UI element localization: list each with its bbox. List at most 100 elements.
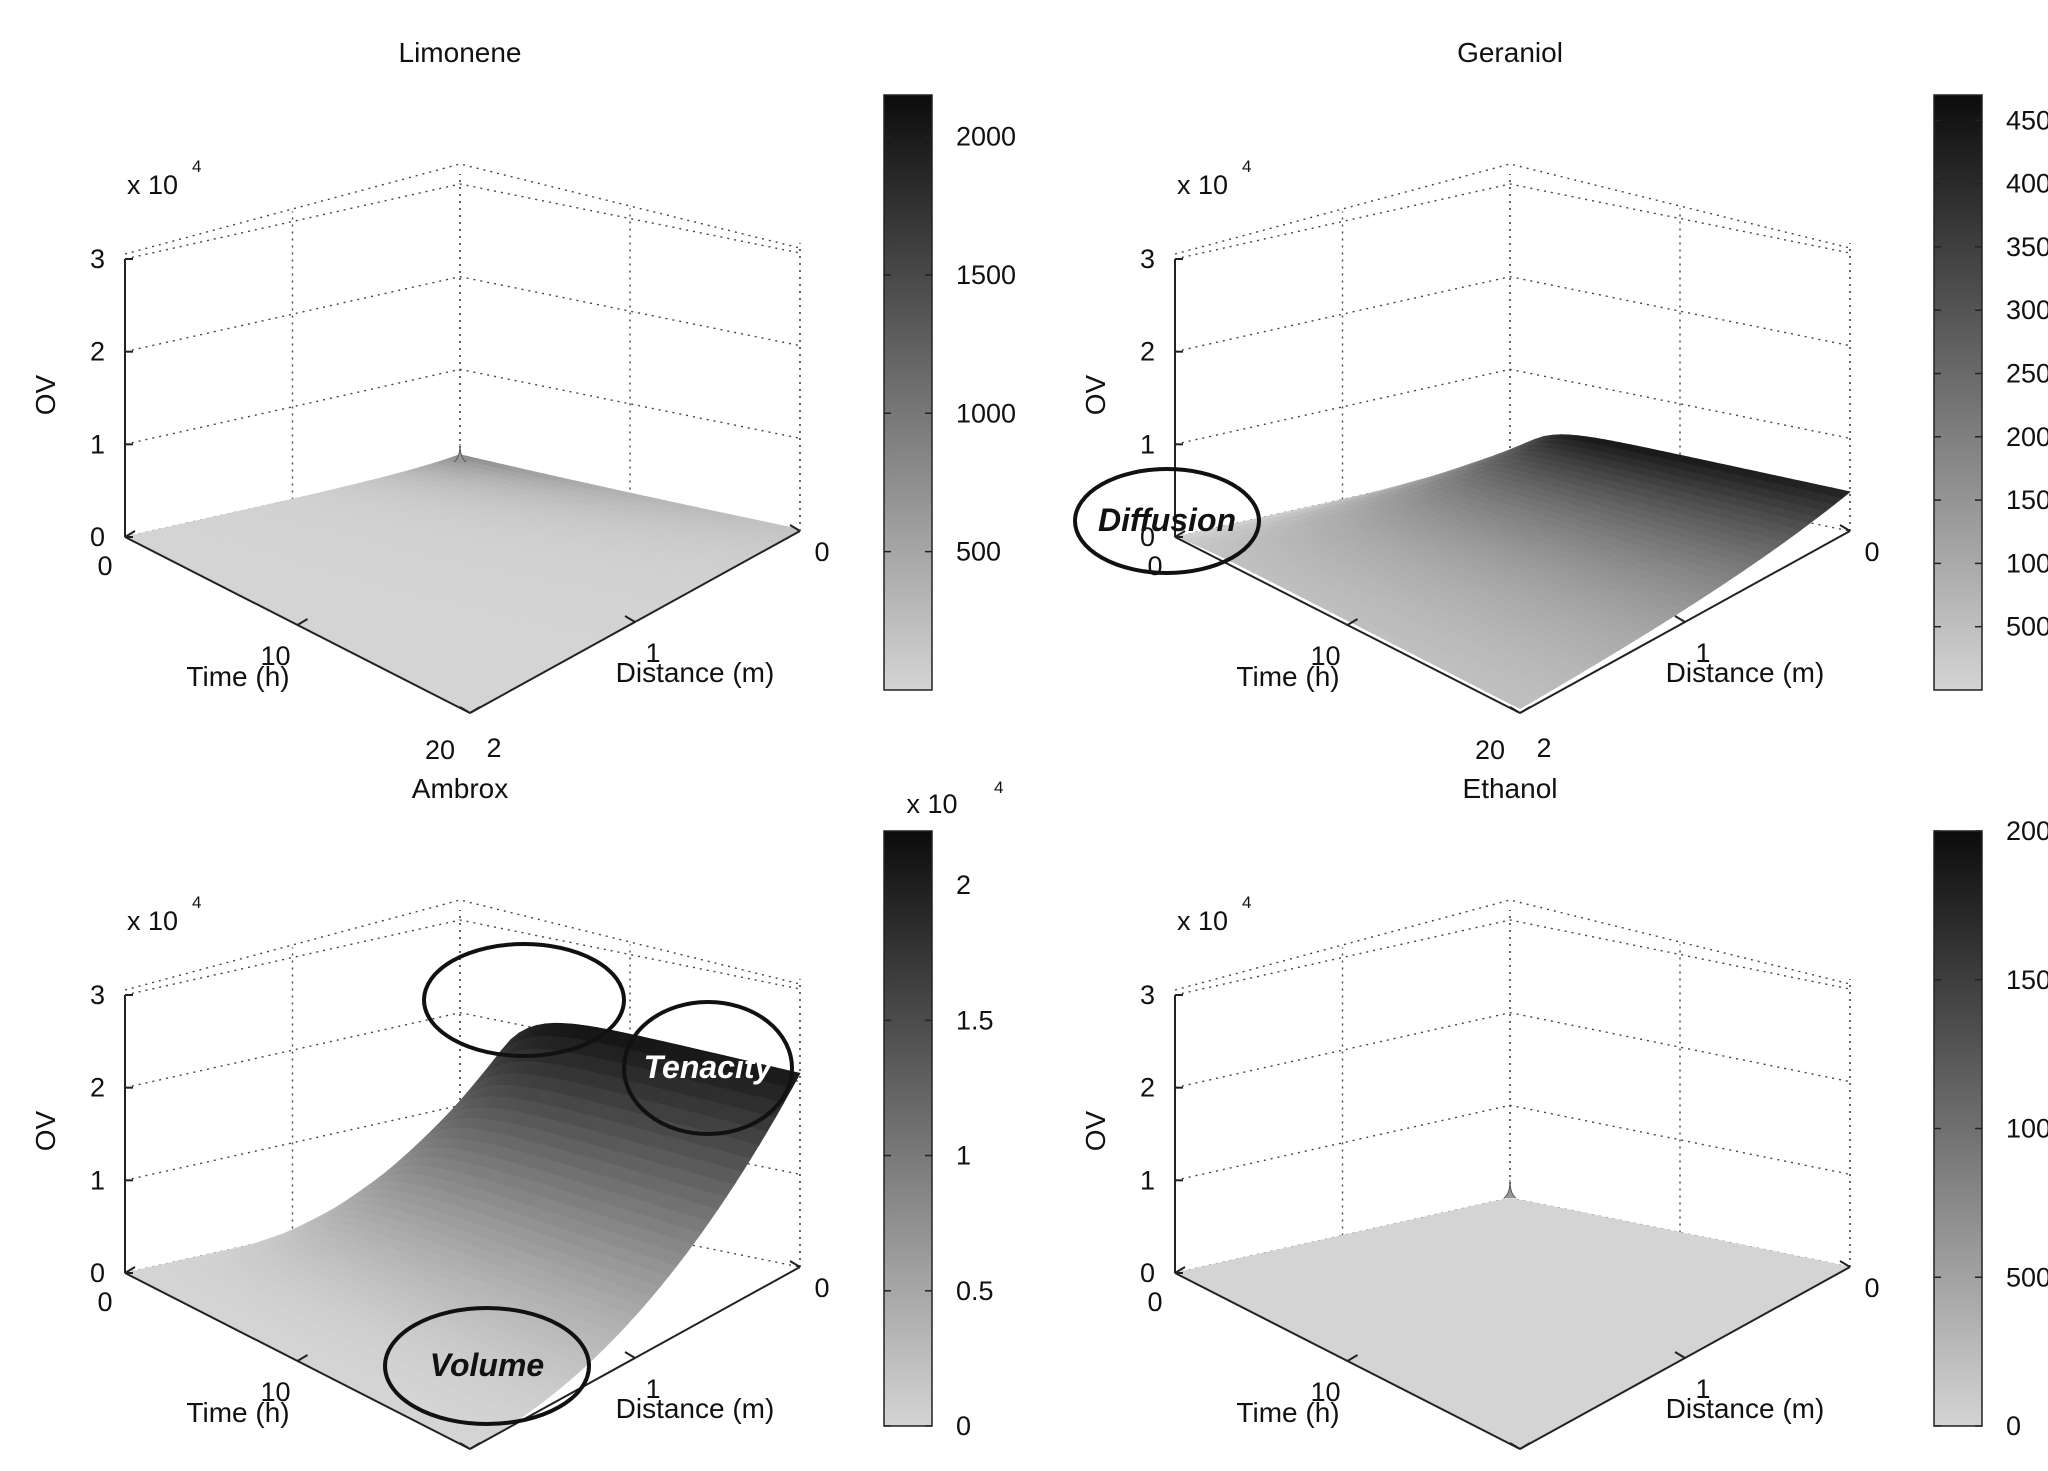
box-top-edge [124, 899, 801, 991]
time-axis-label: Time (h) [1236, 661, 1339, 692]
distance-tick-label: 2 [486, 1469, 501, 1471]
time-tick [469, 706, 481, 714]
colorbar-tick-label: 4000 [2006, 169, 2048, 199]
colorbar [883, 94, 933, 691]
distance-tick [624, 615, 636, 623]
distance-axis-label: Distance (m) [616, 1393, 775, 1424]
gridline-z [124, 275, 801, 353]
distance-tick [459, 1442, 471, 1450]
colorbar-tick-label: 3000 [2006, 295, 2048, 325]
colorbar-tick-label: 2500 [2006, 359, 2048, 389]
colorbar-exponent: 4 [994, 778, 1003, 797]
distance-tick-label: 2 [1536, 733, 1551, 763]
surface-patch [1510, 699, 1530, 710]
annotation-tenacity: Tenacity [622, 1000, 794, 1136]
distance-tick-label: 1 [1695, 638, 1710, 668]
z-multiplier: x 10 [127, 906, 178, 936]
z-tick-label: 0 [90, 522, 105, 552]
z-tick-label: 1 [90, 429, 105, 459]
colorbar-tick-label: 1000 [2006, 548, 2048, 578]
annotation-ellipse [422, 942, 626, 1058]
gridline-z [124, 368, 801, 446]
distance-tick [1509, 706, 1521, 714]
distance-tick [1674, 615, 1686, 623]
time-axis-label: Time (h) [186, 1397, 289, 1428]
colorbar-tick-label: 1500 [2006, 485, 2048, 515]
colorbar [1933, 94, 1983, 691]
colorbar-tick-label: 500 [956, 537, 1001, 567]
colorbar-tick-label: 1.5 [956, 1005, 994, 1035]
annotation-ellipse [383, 1306, 591, 1426]
colorbar-tick-label: 2 [956, 870, 971, 900]
colorbar-tick-label: 0.5 [956, 1276, 994, 1306]
time-tick-label: 20 [425, 735, 455, 765]
colorbar-tick-label: 1 [956, 1141, 971, 1171]
time-tick [124, 1266, 136, 1274]
surface-spike [453, 443, 467, 463]
time-axis-label: Time (h) [186, 661, 289, 692]
box-top-edge [124, 163, 801, 255]
distance-tick-label: 1 [645, 1374, 660, 1404]
z-tick-label: 3 [90, 980, 105, 1010]
time-tick [1346, 618, 1359, 626]
distance-axis-label: Distance (m) [616, 657, 775, 688]
box-top-edge [1174, 163, 1851, 255]
distance-tick-label: 0 [814, 537, 829, 567]
distance-tick-label: 0 [814, 1273, 829, 1303]
time-tick [296, 1354, 309, 1362]
annotation-diffusion: Diffusion [1073, 467, 1261, 575]
annotation-ellipse [622, 1000, 794, 1136]
time-tick-label: 10 [260, 641, 290, 671]
z-axis-label: OV [30, 374, 61, 415]
time-tick [469, 1442, 481, 1450]
colorbar-tick-label: 2000 [956, 122, 1016, 152]
annotation-label: Impact [472, 981, 576, 1017]
time-tick-label: 10 [1310, 641, 1340, 671]
z-tick-label: 2 [90, 1073, 105, 1103]
z-tick-label: 2 [1140, 337, 1155, 367]
z-tick-label: 3 [1140, 244, 1155, 274]
time-tick [1519, 706, 1531, 714]
z-tick-label: 3 [90, 244, 105, 274]
colorbar-tick-label: 3500 [2006, 232, 2048, 262]
z-multiplier: x 10 [127, 170, 178, 200]
z-exponent: 4 [192, 157, 201, 176]
colorbar-tick-label: 500 [2006, 612, 2048, 642]
gridline-z [124, 183, 801, 260]
annotation-label: Diffusion [1098, 502, 1236, 538]
z-exponent: 4 [1242, 157, 1251, 176]
time-tick-label: 0 [1147, 551, 1162, 581]
time-tick [124, 530, 136, 538]
distance-tick-label: 2 [486, 733, 501, 763]
colorbar-tick-label: 1000 [956, 398, 1016, 428]
time-tick-label: 20 [1475, 735, 1505, 765]
gridline-z [124, 919, 801, 996]
gridline-z [1174, 183, 1851, 260]
z-multiplier: x 10 [1177, 170, 1228, 200]
time-tick-label: 10 [260, 1377, 290, 1407]
z-tick-label: 1 [1140, 429, 1155, 459]
time-tick [296, 618, 309, 626]
annotation-volume: Volume [383, 1306, 591, 1426]
z-tick-label: 1 [90, 1165, 105, 1195]
colorbar-tick-label: 4500 [2006, 105, 2048, 135]
colorbar-tick-label: 2000 [2006, 422, 2048, 452]
z-axis-label: OV [1080, 374, 1111, 415]
distance-tick-label: 1 [645, 638, 660, 668]
colorbar-tick-label: 0 [956, 1411, 971, 1441]
annotation-label: Tenacity [644, 1049, 775, 1085]
chart-title: Geraniol [1457, 37, 1563, 68]
colorbar-multiplier: x 10 [906, 789, 957, 819]
annotation-ellipse [1073, 467, 1261, 575]
gridline-z [1174, 368, 1851, 446]
chart-title: Limonene [399, 37, 522, 68]
time-tick [1174, 530, 1186, 538]
